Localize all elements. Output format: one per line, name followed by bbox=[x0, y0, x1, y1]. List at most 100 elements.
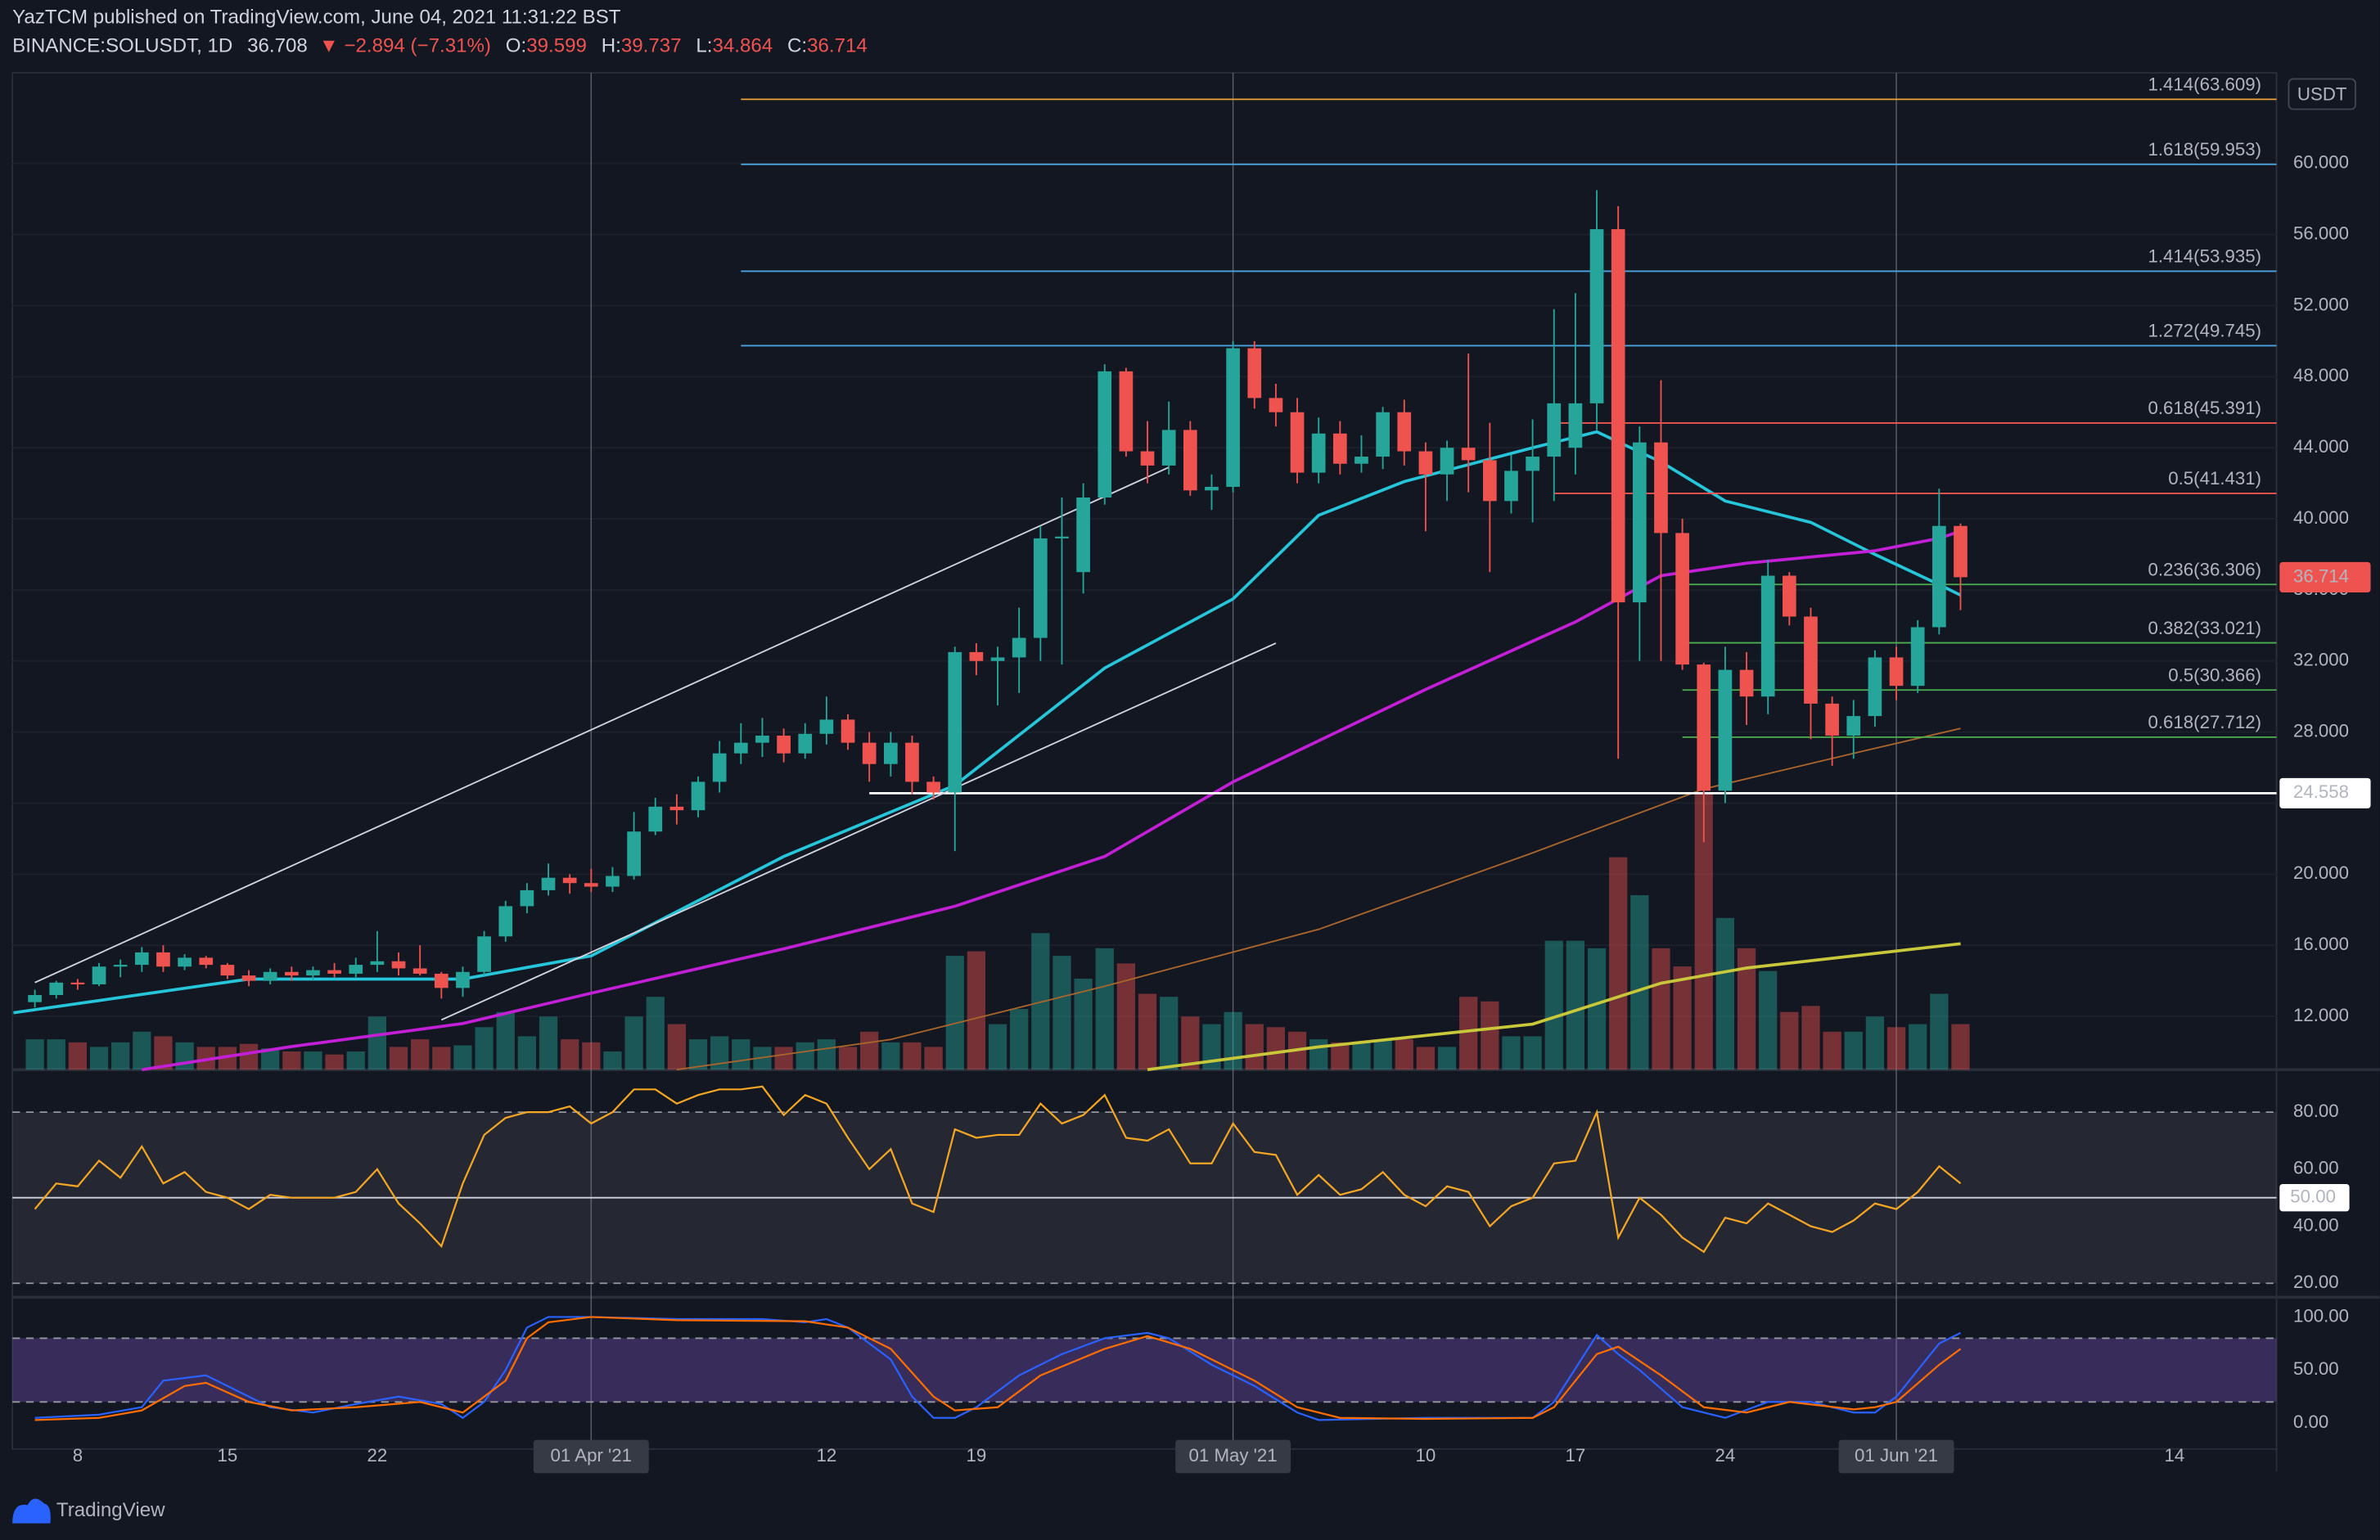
candle-body bbox=[263, 971, 277, 981]
candle-body bbox=[520, 889, 534, 907]
candle-body bbox=[1311, 433, 1326, 473]
volume-bar bbox=[796, 1042, 814, 1070]
volume-bar bbox=[1395, 1039, 1413, 1070]
y-tick-label: 50.00 bbox=[2293, 1358, 2339, 1379]
volume-bar bbox=[1309, 1039, 1328, 1070]
candle-body bbox=[306, 970, 320, 976]
brand-logo bbox=[12, 1498, 51, 1524]
volume-bar bbox=[1181, 1016, 1200, 1070]
volume-bar bbox=[924, 1047, 943, 1070]
price-tag bbox=[2279, 777, 2371, 808]
volume-bar bbox=[475, 1027, 494, 1070]
volume-bar bbox=[1630, 894, 1649, 1070]
candle-body bbox=[498, 906, 513, 937]
volume-bar bbox=[496, 1011, 515, 1070]
x-tick-box bbox=[1838, 1439, 1954, 1474]
candle-body bbox=[220, 965, 235, 976]
y-tick-label: 52.000 bbox=[2293, 294, 2349, 314]
volume-bar bbox=[133, 1031, 151, 1070]
last-price-tag: 36.714 bbox=[2293, 565, 2349, 586]
volume-bar bbox=[1459, 997, 1478, 1070]
candle-body bbox=[1355, 457, 1368, 464]
x-tick-label: 14 bbox=[2165, 1445, 2185, 1466]
candle-body bbox=[370, 961, 385, 966]
volume-bar bbox=[411, 1039, 430, 1070]
volume-bar bbox=[111, 1042, 130, 1070]
volume-bar bbox=[1609, 857, 1628, 1070]
x-tick-label: 8 bbox=[73, 1445, 83, 1466]
volume-bar bbox=[945, 956, 964, 1070]
volume-bar bbox=[1759, 970, 1778, 1070]
volume-bar bbox=[261, 1048, 280, 1070]
candle-body bbox=[1739, 669, 1754, 697]
x-tick-label: 24 bbox=[1715, 1445, 1736, 1466]
volume-bar bbox=[1566, 940, 1585, 1070]
y-tick-label: 20.000 bbox=[2293, 862, 2349, 883]
volume-bar bbox=[1523, 1036, 1542, 1070]
trendline bbox=[34, 466, 1170, 984]
x-tick-label: 17 bbox=[1566, 1445, 1586, 1466]
y-tick-label: 100.00 bbox=[2293, 1305, 2349, 1326]
volume-bar bbox=[1202, 1024, 1221, 1070]
candle-body bbox=[1332, 433, 1347, 464]
candle-body bbox=[926, 781, 940, 793]
volume-bar bbox=[1801, 1006, 1820, 1070]
ohlc-value: 39.599 bbox=[526, 35, 587, 57]
volume-bar bbox=[860, 1031, 879, 1070]
candle-body bbox=[1804, 616, 1818, 704]
volume-bar bbox=[1823, 1031, 1841, 1070]
volume-bar bbox=[89, 1047, 109, 1070]
volume-bar bbox=[967, 951, 986, 1070]
candle-body bbox=[1954, 525, 1968, 578]
y-tick-label: 32.000 bbox=[2293, 650, 2349, 670]
candle-body bbox=[284, 971, 299, 976]
candle-body bbox=[1910, 627, 1925, 687]
volume-bar bbox=[603, 1051, 622, 1070]
volume-bar bbox=[453, 1045, 472, 1070]
x-tick-label: 10 bbox=[1416, 1445, 1436, 1466]
volume-bar bbox=[646, 997, 665, 1070]
candle-body bbox=[1675, 533, 1689, 665]
candle-body bbox=[584, 883, 598, 887]
x-tick-label: 12 bbox=[817, 1445, 837, 1466]
candle-body bbox=[1568, 403, 1583, 448]
candle-body bbox=[669, 806, 684, 811]
volume-bar bbox=[1053, 956, 1071, 1070]
ohlc-value: 39.737 bbox=[621, 35, 682, 57]
fib-label: 0.5(30.366) bbox=[2168, 664, 2261, 685]
candle-body bbox=[134, 952, 149, 966]
volume-ma bbox=[1147, 942, 1961, 1072]
fib-label: 1.414(53.935) bbox=[2148, 246, 2261, 267]
candle-body bbox=[477, 936, 491, 972]
volume-bar bbox=[25, 1039, 44, 1070]
y-tick-label: 20.00 bbox=[2293, 1272, 2339, 1292]
x-tick-label: 19 bbox=[967, 1445, 987, 1466]
candle-body bbox=[883, 742, 898, 764]
candle-body bbox=[391, 961, 406, 969]
candle-body bbox=[841, 719, 855, 743]
fib-label: 0.5(41.431) bbox=[2168, 468, 2261, 489]
volume-bar bbox=[1886, 1027, 1906, 1070]
candle-body bbox=[1418, 451, 1433, 475]
volume-bar bbox=[1266, 1027, 1286, 1070]
x-tick-label: 01 Apr '21 bbox=[551, 1445, 633, 1466]
symbol: BINANCE:SOLUSDT, 1D bbox=[12, 35, 232, 57]
candle-body bbox=[1654, 442, 1668, 534]
candle-body bbox=[92, 966, 106, 984]
volume-bar bbox=[1673, 966, 1692, 1070]
volume-bar bbox=[1715, 917, 1735, 1070]
volume-bar bbox=[817, 1039, 836, 1070]
ohlc-value: 36.714 bbox=[807, 35, 868, 57]
candle-body bbox=[1269, 398, 1283, 412]
volume-bar bbox=[304, 1051, 322, 1070]
candle-body bbox=[969, 651, 984, 661]
ohlc-label: L: bbox=[696, 35, 712, 57]
candle-body bbox=[412, 968, 427, 974]
candle-body bbox=[1482, 460, 1497, 502]
candle-body bbox=[1055, 536, 1069, 538]
candle-body bbox=[1697, 664, 1711, 791]
fib-label: 1.272(49.745) bbox=[2148, 321, 2261, 341]
volume-bar bbox=[774, 1047, 793, 1070]
